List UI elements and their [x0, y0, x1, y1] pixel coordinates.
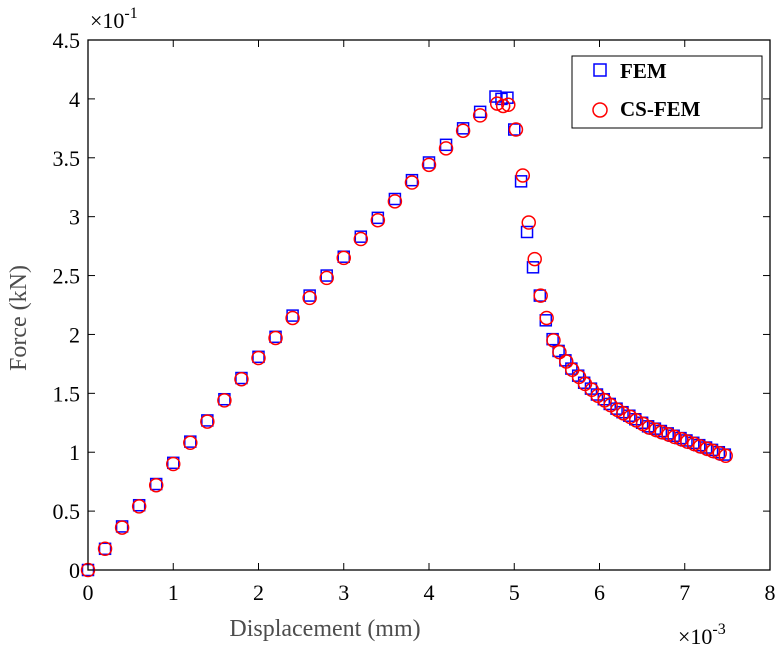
x-tick-label: 5: [509, 580, 520, 605]
axes: 0 1 2 3 4 5 6 7 8 0 0.5 1 1.5 2 2.5 3 3.5 4 4.5: [53, 28, 776, 605]
cs-fem-marker: [302, 290, 317, 306]
cs-fem-marker: [699, 441, 715, 456]
cs-fem-marker: [692, 439, 708, 454]
y-tick-label: 4: [69, 87, 80, 112]
cs-fem-marker: [654, 424, 669, 440]
cs-fem-marker: [166, 456, 181, 472]
cs-fem-marker: [718, 448, 733, 464]
cs-fem-marker: [674, 432, 689, 447]
cs-fem-marker: [552, 344, 567, 360]
cs-fem-marker: [648, 422, 664, 438]
cs-fem-marker: [131, 499, 147, 514]
y-axis-label: Force (kN): [6, 265, 32, 371]
x-multiplier-base: ×10: [678, 624, 712, 649]
cs-fem-marker: [251, 350, 266, 366]
cs-fem-marker: [319, 270, 334, 286]
cs-fem-marker: [370, 212, 386, 228]
cs-fem-marker: [616, 406, 631, 421]
legend-fem-label: FEM: [620, 59, 667, 83]
y-tick-label: 2: [69, 322, 80, 347]
cs-fem-marker: [641, 420, 657, 435]
cs-fem-marker: [546, 333, 561, 348]
x-tick-label: 2: [253, 580, 264, 605]
y-multiplier-exponent: -1: [124, 5, 137, 22]
cs-fem-marker: [489, 96, 505, 111]
cs-fem-marker: [508, 122, 524, 137]
legend-cs-fem-label: CS-FEM: [620, 97, 701, 121]
cs-fem-marker: [667, 429, 682, 445]
y-tick-label: 4.5: [53, 28, 81, 53]
x-tick-label: 6: [594, 580, 605, 605]
cs-fem-marker: [455, 123, 471, 138]
cs-fem-marker: [183, 435, 198, 451]
cs-fem-marker: [114, 520, 130, 535]
y-tick-label: 2.5: [53, 264, 81, 289]
cs-fem-marker: [628, 413, 644, 428]
y-tick-label: 1: [69, 440, 80, 465]
cs-fem-marker: [501, 97, 516, 113]
x-tick-label: 3: [338, 580, 349, 605]
fem-marker: [526, 261, 540, 274]
cs-fem-marker: [686, 436, 702, 452]
cs-fem-marker: [472, 108, 488, 123]
cs-fem-marker: [515, 168, 531, 183]
cs-fem-marker: [148, 477, 164, 493]
x-tick-label: 0: [83, 580, 94, 605]
cs-fem-marker: [527, 251, 542, 267]
y-tick-label: 3: [69, 205, 80, 230]
y-tick-label: 0.5: [53, 499, 81, 524]
x-axis-multiplier: ×10-3: [678, 621, 726, 649]
x-axis-label: Displacement (mm): [229, 616, 420, 642]
cs-fem-marker: [336, 250, 351, 266]
legend-cs-fem-marker: [592, 102, 608, 118]
y-multiplier-base: ×10: [90, 8, 124, 33]
y-tick-label: 0: [69, 558, 80, 583]
x-tick-label: 7: [679, 580, 690, 605]
cs-fem-marker: [268, 330, 283, 346]
legend-fem-marker: [593, 63, 607, 77]
cs-fem-marker: [234, 371, 249, 387]
cs-fem-marker: [705, 443, 721, 459]
cs-fem-series: [80, 96, 733, 578]
fem-marker: [520, 225, 534, 239]
fem-marker: [501, 91, 514, 104]
x-multiplier-exponent: -3: [712, 621, 725, 638]
cs-fem-marker: [438, 141, 454, 156]
cs-fem-marker: [680, 434, 695, 449]
cs-fem-marker: [353, 231, 369, 247]
cs-fem-marker: [539, 310, 554, 326]
x-tick-label: 8: [765, 580, 776, 605]
cs-fem-marker: [387, 194, 403, 209]
y-tick-label: 3.5: [53, 146, 81, 171]
cs-fem-marker: [200, 414, 215, 429]
x-tick-label: 1: [168, 580, 179, 605]
fem-marker: [98, 542, 112, 556]
legend: FEM CS-FEM: [571, 55, 763, 129]
y-axis-multiplier: ×10-1: [90, 5, 138, 33]
cs-fem-marker: [712, 446, 727, 461]
cs-fem-marker: [97, 541, 113, 557]
cs-fem-marker: [404, 175, 420, 190]
data-markers: [80, 90, 733, 578]
cs-fem-marker: [533, 288, 548, 303]
cs-fem-marker: [421, 157, 437, 173]
x-tick-label: 4: [424, 580, 435, 605]
cs-fem-marker: [661, 427, 676, 442]
cs-fem-marker: [521, 215, 536, 230]
cs-fem-marker: [285, 310, 300, 326]
cs-fem-marker: [217, 393, 232, 408]
y-tick-label: 1.5: [53, 381, 81, 406]
cs-fem-marker: [495, 98, 511, 114]
